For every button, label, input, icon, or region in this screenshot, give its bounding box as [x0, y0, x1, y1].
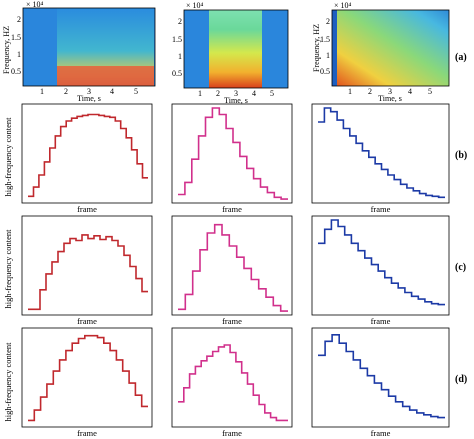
row-b-ylabel: high-frequency content — [3, 117, 13, 197]
x-tick-label: 1 — [40, 87, 44, 96]
row-label-b: (b) — [455, 150, 467, 161]
spectrogram-3-y-ticks: 2 1.5 1 0.5 — [320, 17, 330, 76]
spectrogram-1-xlabel: Time, s — [77, 94, 101, 103]
x-tick-label: 1 — [198, 89, 202, 98]
step-panel-c3: frame — [311, 215, 450, 326]
x-tick-label: 4 — [252, 89, 256, 98]
y-tick-label: 0.5 — [320, 67, 330, 76]
spectrogram-3-ylabel: Frequency, HZ — [312, 24, 321, 72]
step-panel-b1: frame — [21, 103, 153, 214]
y-tick-label: 0.5 — [172, 69, 182, 78]
step-panel-d2: frame — [171, 327, 293, 438]
spectrogram-1-y-ticks: 2 1.5 1 0.5 — [11, 15, 21, 76]
spectrogram-1-exponent: × 10⁴ — [26, 0, 44, 9]
step-panel-b3: frame — [311, 103, 450, 214]
spectrogram-3-x-ticks: 1 2 3 4 5 — [348, 87, 432, 96]
spectrogram-panel-3: × 10⁴ 2 1.5 1 0.5 1 2 3 4 5 Time, s Freq… — [312, 1, 450, 103]
x-tick-label: 3 — [87, 87, 91, 96]
step-series-line — [318, 107, 445, 199]
spectrogram-1-low-band — [57, 66, 154, 86]
y-tick-label: 1 — [17, 50, 21, 59]
spectrogram-1-frame — [22, 7, 156, 87]
step-panel-d3: frame — [311, 327, 450, 438]
spectrogram-2-x-ticks: 1 2 3 4 5 — [198, 89, 274, 98]
panel-frame — [21, 327, 153, 428]
x-tick-label: 3 — [388, 87, 392, 96]
step-series-line — [178, 107, 288, 200]
x-tick-label: 1 — [348, 87, 352, 96]
x-tick-label: 5 — [428, 87, 432, 96]
step-line-panels: frame frame frame frame frame frame frame frame… — [21, 103, 450, 438]
x-tick-label: 3 — [234, 89, 238, 98]
y-tick-label: 1 — [178, 52, 182, 61]
panel-frame — [171, 215, 293, 316]
step-series-line — [28, 234, 148, 311]
x-tick-label: 5 — [134, 87, 138, 96]
spectrogram-panel-2: × 10⁴ 2 1.5 1 0.5 1 2 3 4 5 Time, s — [172, 1, 289, 105]
spectrogram-3-xlabel: Time, s — [378, 94, 402, 103]
spectrogram-2-y-ticks: 2 1.5 1 0.5 — [172, 17, 182, 78]
row-label-d: (d) — [455, 374, 467, 385]
spectrogram-2-energy-region — [206, 10, 262, 88]
spectrogram-1-x-ticks: 1 2 3 4 5 — [40, 87, 138, 96]
row-c-ylabel: high-frequency content — [3, 229, 13, 309]
x-axis-label: frame — [77, 204, 97, 214]
step-series-line — [178, 223, 288, 312]
step-series-line — [178, 344, 288, 422]
step-series-line — [318, 219, 445, 306]
step-series-line — [28, 113, 148, 198]
spectrogram-2-frame — [183, 9, 289, 89]
panel-frame — [21, 215, 153, 316]
spectrogram-3-exponent: × 10⁴ — [334, 1, 352, 10]
panel-frame — [21, 103, 153, 204]
step-panel-c2: frame — [171, 215, 293, 326]
step-panel-c1: frame — [21, 215, 153, 326]
row-label-c: (c) — [455, 262, 466, 273]
spectrogram-3-onset-band — [332, 10, 337, 86]
spectrogram-2-onset-line — [206, 10, 209, 88]
y-tick-label: 2 — [17, 15, 21, 24]
x-tick-label: 4 — [408, 87, 412, 96]
x-axis-label: frame — [222, 204, 242, 214]
x-tick-label: 5 — [270, 89, 274, 98]
y-tick-label: 2 — [326, 17, 330, 26]
y-tick-label: 1 — [326, 51, 330, 60]
y-tick-label: 1.5 — [172, 35, 182, 44]
spectrogram-panel-1: × 10⁴ 2 1.5 1 0.5 1 2 3 4 5 Time, s Freq… — [2, 0, 156, 103]
y-tick-label: 1.5 — [320, 35, 330, 44]
spectrogram-3-frame — [331, 9, 450, 87]
step-series-line — [28, 334, 148, 422]
x-axis-label: frame — [371, 204, 391, 214]
panel-frame — [311, 327, 450, 428]
row-label-a: (a) — [455, 52, 467, 63]
x-tick-label: 2 — [216, 89, 220, 98]
x-axis-label: frame — [222, 428, 242, 438]
x-axis-label: frame — [371, 428, 391, 438]
panel-frame — [311, 215, 450, 316]
x-axis-label: frame — [222, 316, 242, 326]
y-tick-label: 0.5 — [11, 67, 21, 76]
step-panel-d1: frame — [21, 327, 153, 438]
x-axis-label: frame — [77, 428, 97, 438]
x-tick-label: 2 — [64, 87, 68, 96]
spectrogram-3-background — [332, 10, 449, 86]
spectrogram-2-exponent: × 10⁴ — [186, 1, 204, 10]
y-tick-label: 2 — [178, 17, 182, 26]
panel-frame — [311, 103, 450, 204]
y-tick-label: 1.5 — [11, 33, 21, 42]
step-series-line — [318, 334, 445, 419]
x-tick-label: 2 — [368, 87, 372, 96]
x-axis-label: frame — [77, 316, 97, 326]
spectrogram-1-ylabel: Frequency, HZ — [2, 26, 11, 74]
panel-frame — [171, 103, 293, 204]
panel-frame — [171, 327, 293, 428]
step-panel-b2: frame — [171, 103, 293, 214]
row-d-ylabel: high-frequency content — [3, 342, 13, 422]
x-tick-label: 4 — [110, 87, 114, 96]
x-axis-label: frame — [371, 316, 391, 326]
spectrogram-2-xlabel: Time, s — [224, 96, 248, 105]
